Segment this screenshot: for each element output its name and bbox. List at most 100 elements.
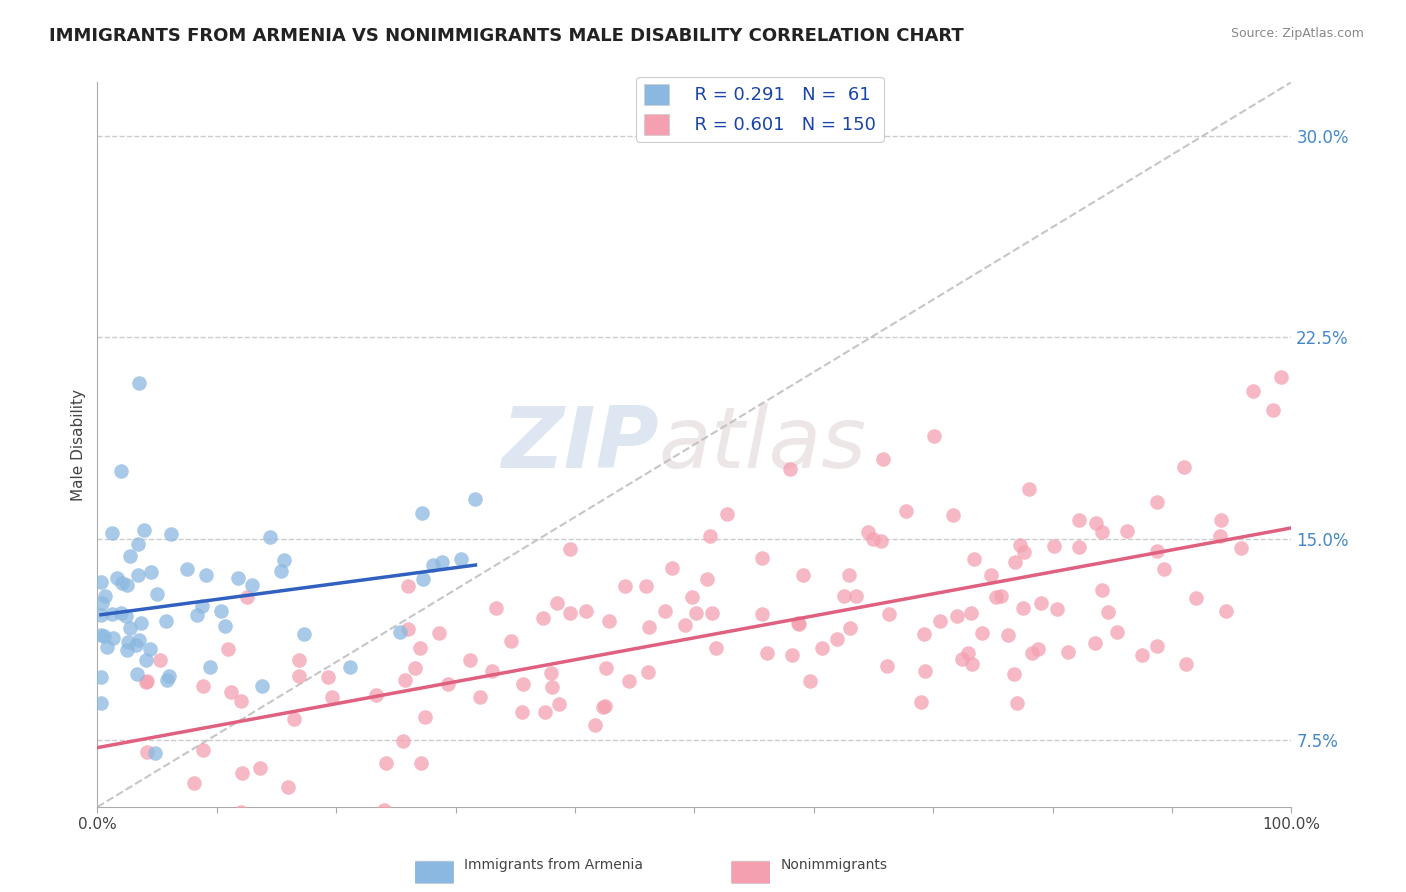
- Point: [510, 705, 533, 719]
- Point: [1021, 646, 1043, 660]
- Point: [960, 657, 983, 671]
- Point: [1008, 537, 1031, 551]
- Text: Source: ZipAtlas.com: Source: ZipAtlas.com: [1230, 27, 1364, 40]
- Point: [111, 575, 134, 590]
- Point: [997, 628, 1019, 642]
- Point: [118, 549, 141, 564]
- Point: [870, 534, 893, 549]
- Point: [1084, 516, 1107, 530]
- Point: [135, 745, 157, 759]
- Point: [598, 615, 620, 629]
- Point: [242, 578, 264, 592]
- Point: [427, 626, 450, 640]
- Point: [534, 705, 557, 719]
- Point: [96, 640, 118, 655]
- Point: [186, 608, 208, 623]
- Point: [799, 673, 821, 688]
- Point: [1004, 555, 1026, 569]
- Point: [125, 667, 148, 681]
- Point: [412, 572, 434, 586]
- FancyBboxPatch shape: [415, 861, 454, 884]
- Point: [877, 607, 900, 622]
- Point: [214, 619, 236, 633]
- Point: [128, 376, 150, 390]
- Point: [1153, 562, 1175, 576]
- Point: [1042, 539, 1064, 553]
- Point: [413, 710, 436, 724]
- Point: [481, 665, 503, 679]
- Point: [914, 664, 936, 678]
- Point: [1146, 640, 1168, 654]
- Point: [970, 626, 993, 640]
- Point: [637, 665, 659, 680]
- Point: [592, 700, 614, 714]
- Point: [90, 628, 112, 642]
- Point: [292, 627, 315, 641]
- Point: [1056, 645, 1078, 659]
- Point: [437, 677, 460, 691]
- Point: [661, 561, 683, 575]
- Point: [792, 568, 814, 582]
- Point: [751, 607, 773, 621]
- FancyBboxPatch shape: [731, 861, 770, 884]
- Point: [117, 578, 139, 592]
- Point: [924, 429, 946, 443]
- Point: [404, 661, 426, 675]
- Point: [499, 634, 522, 648]
- Point: [128, 632, 150, 647]
- Point: [236, 590, 259, 604]
- Point: [229, 805, 252, 820]
- Point: [503, 832, 526, 847]
- Point: [872, 451, 894, 466]
- Point: [146, 822, 169, 836]
- Point: [540, 665, 562, 680]
- Point: [751, 550, 773, 565]
- Point: [1241, 384, 1264, 398]
- Point: [231, 694, 253, 708]
- Point: [876, 658, 898, 673]
- Point: [143, 746, 166, 760]
- Point: [288, 652, 311, 666]
- Text: ZIP: ZIP: [501, 403, 658, 486]
- Point: [1107, 625, 1129, 640]
- Legend:   R = 0.291   N =  61,   R = 0.601   N = 150: R = 0.291 N = 61, R = 0.601 N = 150: [637, 77, 883, 142]
- Point: [617, 673, 640, 688]
- Point: [1173, 460, 1195, 475]
- Point: [845, 589, 868, 603]
- Point: [716, 507, 738, 521]
- Point: [638, 620, 661, 634]
- Point: [120, 621, 142, 635]
- Point: [1097, 605, 1119, 619]
- Point: [541, 680, 564, 694]
- Point: [681, 590, 703, 604]
- Point: [636, 579, 658, 593]
- Point: [990, 589, 1012, 603]
- Point: [446, 827, 468, 841]
- Point: [450, 552, 472, 566]
- Point: [259, 530, 281, 544]
- Point: [512, 676, 534, 690]
- Point: [531, 610, 554, 624]
- Point: [160, 526, 183, 541]
- Point: [304, 809, 326, 823]
- Point: [862, 533, 884, 547]
- Point: [117, 634, 139, 648]
- Point: [103, 631, 125, 645]
- Point: [176, 562, 198, 576]
- Point: [1215, 604, 1237, 618]
- Point: [547, 596, 569, 610]
- Point: [1175, 657, 1198, 671]
- Point: [226, 571, 249, 585]
- Point: [838, 621, 860, 635]
- Point: [485, 601, 508, 615]
- Point: [1067, 513, 1090, 527]
- Point: [912, 627, 935, 641]
- Point: [1091, 524, 1114, 539]
- Point: [779, 461, 801, 475]
- Point: [375, 756, 398, 770]
- Y-axis label: Male Disability: Male Disability: [72, 389, 86, 500]
- Point: [90, 670, 112, 684]
- Point: [157, 668, 180, 682]
- Point: [1026, 642, 1049, 657]
- Point: [191, 679, 214, 693]
